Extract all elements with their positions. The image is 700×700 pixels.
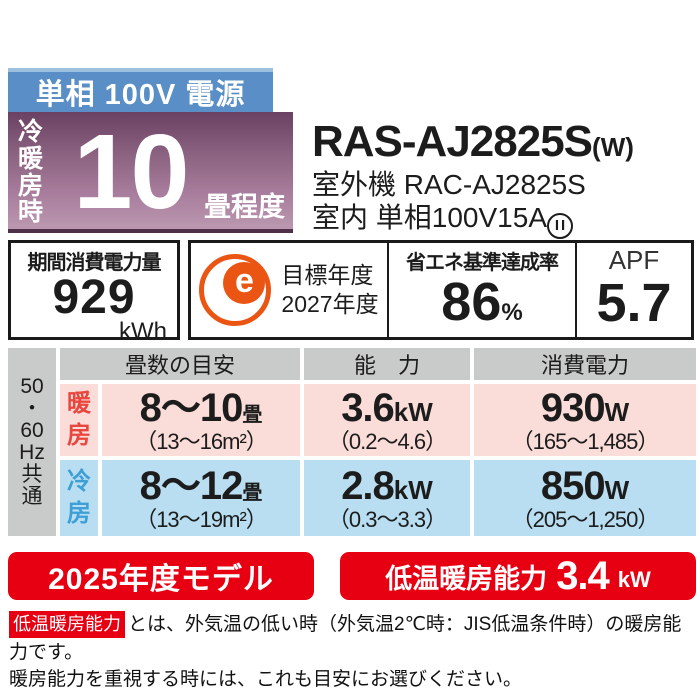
cooling-size-main: 8～12畳 xyxy=(140,466,263,506)
period-consumption-title: 期間消費電力量 xyxy=(27,252,162,274)
model-name-line: RAS-AJ2825S(W) xyxy=(312,116,697,168)
heating-power-main: 930W xyxy=(541,388,629,428)
cooling-capacity-cell: 2.8kW （0.3～3.3） xyxy=(304,460,470,536)
header-capacity: 能 力 xyxy=(304,348,470,380)
heating-size-cell: 8～10畳 （13～16m²） xyxy=(102,384,300,456)
model-color-code: (W) xyxy=(592,132,634,162)
heating-capacity-value: 3.6 xyxy=(341,385,395,430)
apf-title: APF xyxy=(608,245,660,275)
heating-power-unit: W xyxy=(604,396,630,427)
achievement-section: 省エネ基準達成率 86% xyxy=(387,243,577,337)
low-temp-value: 3.4 xyxy=(556,553,610,598)
heating-mode-label: 暖 房 xyxy=(60,384,98,456)
cooling-power-range: （205～1,250） xyxy=(511,506,660,532)
period-consumption-value: 929 xyxy=(52,271,136,324)
heating-size-main: 8～10畳 xyxy=(140,388,263,428)
footnote: 低温暖房能力 とは、外気温の低い時（外気温2℃時：JIS低温条件時）の暖房能力です… xyxy=(9,611,699,694)
header-power: 消費電力 xyxy=(474,348,696,380)
energy-label-box: e 目標年度 2027年度 省エネ基準達成率 86% APF 5.7 xyxy=(188,240,694,340)
cooling-power-unit: W xyxy=(604,474,630,505)
cooling-capacity-range: （0.3～3.3） xyxy=(327,506,447,532)
period-consumption-unit: kWh xyxy=(119,317,167,345)
period-consumption-box: 期間消費電力量 929 kWh xyxy=(8,240,180,345)
model-number: RAS-AJ2825S xyxy=(312,117,593,166)
spec-table: 50 ・ 60 Hz 共 通 畳数の目安 能 力 消費電力 暖 房 8～10畳 … xyxy=(8,348,696,536)
apf-value: 5.7 xyxy=(596,272,672,333)
footnote-text1: とは、外気温の低い時（外気温2℃時：JIS低温条件時）の暖房能力です。 xyxy=(9,614,682,663)
heating-size-range: （13～16m²） xyxy=(135,428,268,454)
indoor-power-line: 室内 単相100V15A II xyxy=(312,201,697,239)
cooling-capacity-unit: kW xyxy=(393,474,433,505)
hz-common-sidebar: 50 ・ 60 Hz 共 通 xyxy=(8,348,56,536)
plug-type-icon: II xyxy=(547,212,573,239)
cooling-power-main: 850W xyxy=(541,466,629,506)
room-capacity-box: 冷 暖 房 時 10 畳程度 xyxy=(8,112,293,233)
heating-capacity-range: （0.2～4.6） xyxy=(327,428,447,454)
heating-size-unit: 畳 xyxy=(242,403,263,426)
heating-capacity-cell: 3.6kW （0.2～4.6） xyxy=(304,384,470,456)
outdoor-unit-line: 室外機 RAC-AJ2825S xyxy=(312,168,586,200)
cooling-size-unit: 畳 xyxy=(242,481,263,504)
cooling-size-cell: 8～12畳 （13～19m²） xyxy=(102,460,300,536)
heating-size-value: 8～10 xyxy=(139,385,244,430)
footnote-line1: 低温暖房能力 とは、外気温の低い時（外気温2℃時：JIS低温条件時）の暖房能力です… xyxy=(9,611,699,666)
heating-capacity-unit: kW xyxy=(393,396,433,427)
capacity-unit-label: 畳程度 xyxy=(204,192,285,222)
apf-section: APF 5.7 xyxy=(577,243,691,337)
heating-power-cell: 930W （165～1,485） xyxy=(474,384,696,456)
cooling-size-value: 8～12 xyxy=(139,463,244,508)
model-info: RAS-AJ2825S(W) 室外機 RAC-AJ2825S 室内 単相100V… xyxy=(312,116,697,239)
indoor-power-text: 室内 単相100V15A xyxy=(312,201,547,233)
cooling-mode-label: 冷 房 xyxy=(60,460,98,536)
cooling-capacity-main: 2.8kW xyxy=(341,466,433,506)
achievement-value: 86 xyxy=(441,272,502,332)
target-year-section: e 目標年度 2027年度 xyxy=(191,243,387,337)
heating-capacity-main: 3.6kW xyxy=(341,388,433,428)
capacity-mode-label: 冷 暖 房 時 xyxy=(18,118,44,227)
low-temp-unit: kW xyxy=(617,567,651,592)
heating-power-value: 930 xyxy=(540,385,606,430)
cooling-capacity-value: 2.8 xyxy=(341,463,395,508)
heating-power-range: （165～1,485） xyxy=(511,428,660,454)
capacity-value: 10 xyxy=(73,112,190,231)
footnote-line2: 暖房能力を重視する時には、これも目安にお選びください。 xyxy=(9,669,523,691)
achievement-value-line: 86% xyxy=(441,275,522,329)
emark-letter: e xyxy=(223,262,266,304)
header-room-size: 畳数の目安 xyxy=(60,348,300,380)
energy-saving-emark-icon: e xyxy=(199,254,272,326)
footnote-tag: 低温暖房能力 xyxy=(9,611,125,639)
low-temp-heating-badge: 低温暖房能力 3.4 kW xyxy=(340,552,696,600)
energy-spec-row: 期間消費電力量 929 kWh e 目標年度 2027年度 省エネ基準達成率 8… xyxy=(8,240,694,345)
model-year-badge: 2025年度モデル xyxy=(8,552,314,600)
badge-row: 2025年度モデル 低温暖房能力 3.4 kW xyxy=(8,552,696,600)
cooling-power-value: 850 xyxy=(540,463,606,508)
power-supply-banner: 単相 100V 電源 xyxy=(8,68,273,112)
cooling-power-cell: 850W （205～1,250） xyxy=(474,460,696,536)
power-supply-label: 単相 100V 電源 xyxy=(35,79,246,111)
cooling-size-range: （13～19m²） xyxy=(135,506,268,532)
low-temp-label: 低温暖房能力 xyxy=(385,563,548,594)
target-year-text: 目標年度 2027年度 xyxy=(281,262,379,317)
achievement-title: 省エネ基準達成率 xyxy=(406,252,559,274)
achievement-unit: % xyxy=(501,299,523,326)
